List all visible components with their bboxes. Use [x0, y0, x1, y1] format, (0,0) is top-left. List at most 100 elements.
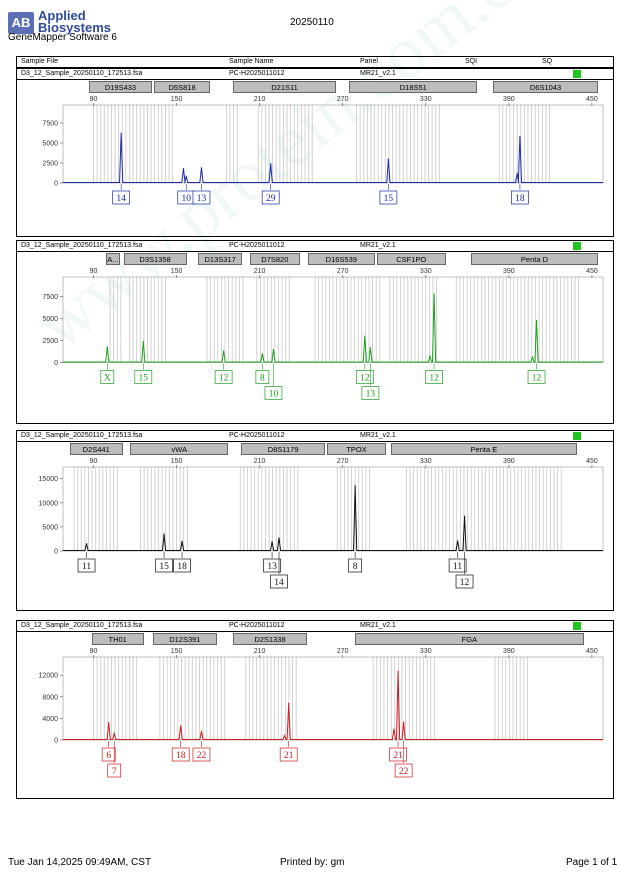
allele-box	[112, 190, 131, 205]
col-panel: Panel	[360, 58, 378, 65]
x-tick-label: 270	[337, 458, 349, 465]
y-tick-label: 12000	[39, 673, 59, 680]
x-tick-label: 390	[503, 648, 515, 655]
allele-box	[425, 370, 443, 384]
allele-box	[134, 370, 153, 384]
peak-point	[270, 163, 272, 165]
x-tick-label: 90	[90, 96, 98, 103]
allele-box	[448, 558, 467, 573]
panel-name: MR21_v2.1	[360, 242, 396, 249]
peak-point	[288, 702, 290, 704]
allele-box	[263, 558, 281, 573]
electropherogram-panel-red: D3_12_Sample_20250110_172513.fsa PC-H202…	[16, 620, 614, 799]
plot-frame	[62, 656, 604, 741]
sq-status-indicator	[573, 242, 581, 250]
electropherogram-panel-black: D3_12_Sample_20250110_172513.fsa PC-H202…	[16, 430, 614, 611]
peak-point	[531, 356, 533, 358]
sample-info-row: D3_12_Sample_20250110_172513.fsa PC-H202…	[17, 241, 613, 252]
allele-label: 14	[274, 578, 284, 588]
sample-file: D3_12_Sample_20250110_172513.fsa	[21, 70, 143, 77]
col-sq: SQ	[542, 58, 553, 65]
y-tick-label: 5000	[42, 316, 58, 323]
marker-label: A...	[105, 253, 121, 265]
panel-name: MR21_v2.1	[360, 622, 396, 629]
allele-bins	[93, 657, 528, 740]
report-title: 20250110	[290, 17, 334, 28]
allele-label: 22	[197, 751, 207, 761]
allele-label: 21	[284, 751, 294, 761]
marker-label: TH01	[91, 633, 144, 645]
x-tick-label: 330	[420, 648, 432, 655]
peak-point	[397, 670, 399, 673]
allele-label: 10	[181, 194, 191, 204]
y-tick-label: 0	[54, 738, 58, 745]
marker-label: D12S391	[152, 633, 218, 645]
x-tick-label: 150	[171, 268, 183, 275]
x-tick-label: 450	[586, 648, 598, 655]
y-tick-label: 8000	[42, 694, 58, 701]
x-tick-label: 330	[420, 458, 432, 465]
peak-point	[200, 167, 203, 169]
sample-name: PC-H2025011012	[229, 622, 285, 629]
x-tick-label: 150	[171, 458, 183, 465]
allele-box	[173, 558, 191, 573]
allele-box	[270, 574, 288, 589]
x-tick-label: 450	[586, 96, 598, 103]
chart-svg: 90 150 210 270 330 390 450 0 4000 8000 12000 6 18 22 2…	[39, 648, 604, 778]
peak-point	[85, 543, 88, 545]
x-tick-label: 150	[171, 96, 183, 103]
marker-label: vWA	[130, 443, 229, 455]
x-tick-label: 330	[420, 268, 432, 275]
peak-point	[120, 132, 122, 134]
x-tick-label: 210	[254, 96, 266, 103]
peak-point	[271, 541, 273, 543]
peak-point	[106, 346, 108, 348]
allele-label: 18	[515, 194, 525, 204]
allele-label: 11	[453, 562, 462, 572]
column-headers: Sample File Sample Name Panel SQI SQ	[16, 56, 614, 68]
allele-box	[255, 370, 270, 384]
y-tick-label: 2500	[42, 161, 58, 168]
peak-point	[185, 176, 187, 178]
x-tick-label: 390	[503, 268, 515, 275]
allele-box	[348, 558, 363, 573]
peak-point	[364, 335, 366, 337]
sample-info-row: D3_12_Sample_20250110_172513.fsa PC-H202…	[17, 431, 613, 442]
allele-label: 10	[269, 390, 279, 400]
allele-label: 18	[176, 751, 186, 761]
allele-box	[511, 190, 529, 205]
x-tick-label: 90	[90, 268, 98, 275]
app-name: GeneMapper Software 6	[8, 32, 117, 43]
sample-file: D3_12_Sample_20250110_172513.fsa	[21, 242, 143, 249]
sample-info-row: D3_12_Sample_20250110_172513.fsa PC-H202…	[17, 69, 613, 80]
marker-label: D18S51	[349, 81, 478, 93]
panel-name: MR21_v2.1	[360, 70, 396, 77]
allele-label: 13	[366, 390, 376, 400]
y-tick-label: 2500	[42, 338, 58, 345]
allele-box	[264, 386, 283, 400]
marker-bar: D2S441 vWA D8S1179 TPOX Penta E	[17, 443, 613, 456]
marker-label: D13S317	[198, 253, 242, 265]
allele-label: 18	[177, 562, 187, 572]
footer-page: Page 1 of 1	[566, 857, 618, 868]
peak-point	[261, 353, 263, 355]
sample-info-row: D3_12_Sample_20250110_172513.fsa PC-H202…	[17, 621, 613, 632]
peak-point	[142, 340, 144, 343]
peak-point	[429, 355, 431, 357]
peak-point	[108, 722, 110, 724]
trace-line	[63, 485, 603, 551]
marker-label: D6S1043	[493, 81, 598, 93]
x-tick-label: 450	[586, 268, 598, 275]
y-tick-label: 5000	[42, 524, 58, 531]
allele-label: 8	[260, 374, 265, 384]
allele-label: 13	[267, 562, 277, 572]
chart-svg: 90 150 210 270 330 390 450 0 5000 10000 15000 11 15 1…	[39, 458, 604, 589]
marker-label: TPOX	[327, 443, 386, 455]
allele-box	[107, 763, 122, 778]
peak-point	[519, 136, 521, 138]
sample-name: PC-H2025011012	[229, 242, 285, 249]
sq-status-indicator	[573, 622, 581, 630]
peak-point	[113, 732, 115, 735]
allele-box	[527, 370, 546, 384]
electropherogram-panel-green: D3_12_Sample_20250110_172513.fsa PC-H202…	[16, 240, 614, 424]
